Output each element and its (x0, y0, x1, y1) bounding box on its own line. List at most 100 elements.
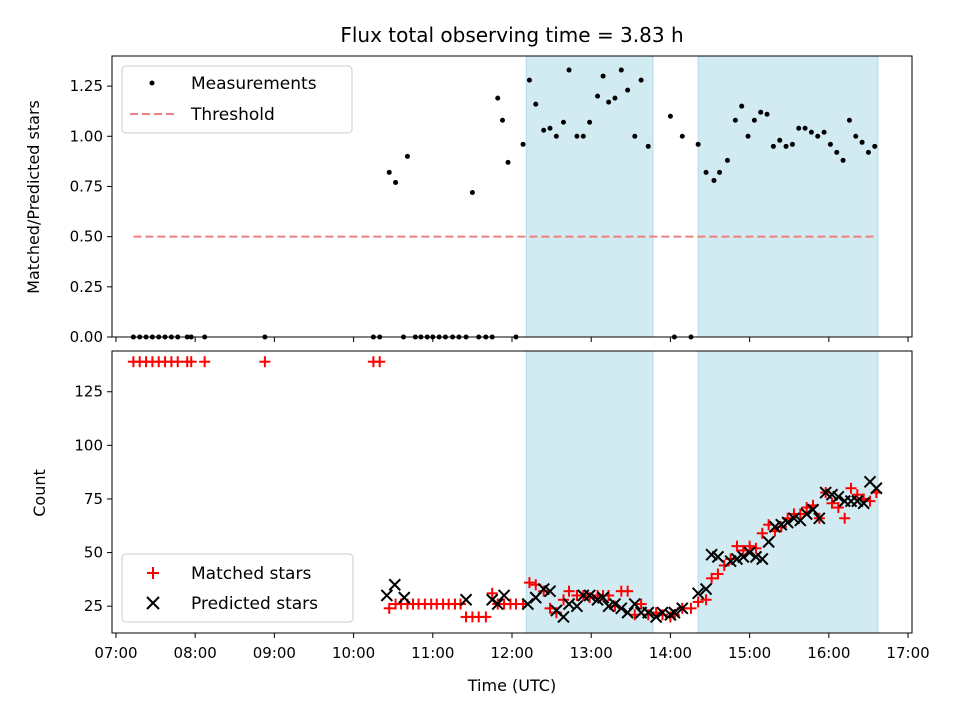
predicted-star-point (676, 602, 689, 615)
measurement-point (745, 133, 751, 139)
predicted-star-point (615, 602, 628, 615)
measurement-point (632, 133, 638, 139)
x-tick-label: 15:00 (728, 644, 771, 662)
matched-star-point (486, 587, 498, 599)
bottom-y-tick-label: 25 (84, 597, 103, 615)
legend-predicted-marker (146, 596, 160, 610)
matched-star-point (259, 356, 271, 368)
top-legend-box (121, 65, 353, 134)
bottom-y-tick-label: 50 (84, 544, 103, 562)
measurement-point (808, 129, 814, 135)
matched-star-point (700, 594, 712, 606)
measurement-point (789, 141, 795, 147)
predicted-star-point (813, 512, 826, 525)
predicted-star-point (806, 503, 820, 516)
x-axis-label: Time (UTC) (467, 676, 556, 695)
matched-star-point (622, 585, 634, 597)
predicted-star-point (497, 589, 511, 602)
measurement-point (495, 95, 501, 101)
matched-star-point (731, 540, 743, 552)
measurement-point (777, 137, 783, 143)
predicted-star-point (649, 610, 663, 624)
predicted-star-point (857, 497, 870, 510)
measurement-point (711, 177, 717, 183)
matched-star-point (744, 540, 756, 552)
measurement-point (499, 117, 505, 123)
measurement-point (541, 127, 547, 133)
measurement-point (386, 169, 392, 175)
top-y-tick-label: 0.00 (70, 328, 103, 346)
x-tick-label: 12:00 (490, 644, 533, 662)
measurement-point (587, 119, 593, 125)
measurement-point (679, 133, 685, 139)
measurement-point (739, 103, 745, 109)
measurement-point (404, 153, 410, 159)
matched-star-point (832, 502, 844, 514)
bottom-y-axis-label: Count (30, 469, 49, 517)
bottom-panel: 25 50 75 100 125 07:00 08:00 09:00 10:00 11:00 12… (30, 350, 930, 695)
measurement-point (393, 179, 399, 185)
matched-star-point (712, 568, 724, 580)
legend-measurements-marker (149, 80, 155, 86)
measurement-point (717, 169, 723, 175)
bottom-y-tick-label: 125 (74, 383, 103, 401)
measurement-point (618, 67, 624, 73)
matched-star-point (845, 482, 857, 494)
matched-star-point (685, 602, 697, 614)
shaded-interval (697, 55, 879, 338)
top-y-tick-label: 0.50 (70, 228, 103, 246)
predicted-star-point (521, 597, 535, 611)
matched-star-point (480, 611, 492, 623)
measurement-point (865, 149, 871, 155)
measurement-point (505, 159, 511, 165)
measurement-point (580, 133, 586, 139)
x-tick-label: 11:00 (411, 644, 454, 662)
x-tick-label: 10:00 (332, 644, 375, 662)
matched-star-point (185, 356, 197, 368)
legend-predicted-label: Predicted stars (191, 594, 318, 614)
measurement-point (827, 141, 833, 147)
predicted-star-point (583, 589, 596, 602)
measurement-point (853, 133, 859, 139)
matched-star-point (563, 585, 575, 597)
bottom-y-tick-label: 100 (74, 436, 103, 454)
measurement-point (770, 143, 776, 149)
measurement-point (821, 129, 827, 135)
predicted-star-point (737, 550, 750, 564)
top-axes-frame (111, 55, 913, 338)
x-tick-label: 07:00 (94, 644, 137, 662)
measurement-point (859, 139, 865, 145)
top-y-tick-label: 1.00 (70, 127, 103, 145)
measurement-point (732, 117, 738, 123)
matched-star-point (851, 489, 863, 501)
predicted-star-point (699, 582, 713, 596)
measurement-point (846, 117, 852, 123)
shaded-interval (697, 350, 879, 634)
measurement-point (724, 157, 730, 163)
matched-star-point (199, 356, 211, 368)
measurement-point (520, 141, 526, 147)
predicted-star-point (832, 490, 845, 504)
matched-star-point (826, 497, 838, 509)
predicted-star-point (781, 516, 794, 529)
predicted-star-point (668, 606, 681, 619)
measurement-point (703, 169, 709, 175)
predicted-star-point (398, 591, 411, 604)
matched-star-point (383, 602, 395, 614)
predicted-star-point (642, 606, 655, 619)
x-tick-label: 14:00 (649, 644, 692, 662)
legend-threshold-label: Threshold (190, 105, 275, 125)
measurement-point (469, 189, 475, 195)
predicted-star-point (800, 507, 813, 521)
matched-star-point (523, 577, 535, 589)
legend-measurements-label: Measurements (191, 74, 317, 94)
matched-star-point (172, 356, 184, 368)
matched-star-point (374, 356, 386, 368)
top-y-tick-label: 1.25 (70, 77, 103, 95)
measurement-point (815, 133, 821, 139)
measurement-point (758, 109, 764, 115)
measurement-point (553, 133, 559, 139)
bottom-legend-box (121, 553, 354, 623)
matched-star-point (718, 559, 730, 571)
